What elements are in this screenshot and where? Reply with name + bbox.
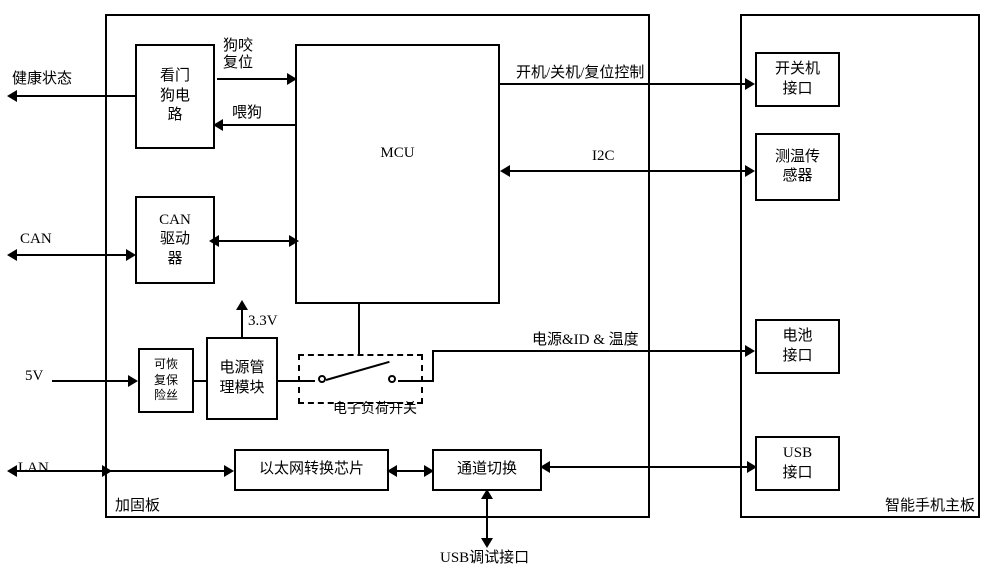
eload-up-line bbox=[432, 350, 434, 382]
can-ext-line bbox=[15, 254, 128, 256]
eth-chip-box: 以太网转换芯片 bbox=[234, 449, 389, 491]
battery-interface-label: 电池 接口 bbox=[782, 327, 812, 366]
5v-line bbox=[52, 380, 130, 382]
pm-eload-line bbox=[278, 380, 315, 382]
power-mgmt-label: 电源管 理模块 bbox=[219, 359, 264, 398]
feed-dog-label: 喂狗 bbox=[232, 101, 262, 122]
watchdog-box: 看门 狗电 路 bbox=[135, 44, 215, 149]
mcu-label: MCU bbox=[380, 144, 414, 164]
lan-ext-line bbox=[15, 470, 104, 472]
power-ctrl-label: 开机/关机/复位控制 bbox=[516, 61, 644, 82]
dogbite-line bbox=[217, 78, 289, 80]
battery-interface-box: 电池 接口 bbox=[755, 319, 840, 374]
can-driver-label: CAN 驱动 器 bbox=[159, 211, 191, 270]
eload-right-line bbox=[398, 380, 434, 382]
eload-switch-label: 电子负荷开关 bbox=[333, 398, 417, 418]
fuse-box: 可恢 复保 险丝 bbox=[138, 348, 194, 413]
power-mgmt-box: 电源管 理模块 bbox=[206, 337, 278, 420]
smartphone-board-label: 智能手机主板 bbox=[885, 494, 975, 515]
i2c-label: I2C bbox=[592, 148, 615, 165]
dog-bite-reset-label: 狗咬 复位 bbox=[223, 38, 253, 71]
eth-chan-line bbox=[395, 470, 426, 472]
fuse-pm-line bbox=[194, 380, 206, 382]
channel-switch-box: 通道切换 bbox=[432, 449, 542, 491]
3-3v-label: 3.3V bbox=[248, 313, 278, 330]
temp-sensor-box: 测温传 感器 bbox=[755, 133, 840, 201]
lan-label: LAN bbox=[18, 460, 49, 477]
feeddog-line bbox=[221, 124, 295, 126]
can-driver-box: CAN 驱动 器 bbox=[135, 196, 215, 284]
eload-mcu-line bbox=[358, 304, 360, 355]
5v-label: 5V bbox=[25, 368, 43, 385]
usb-debug-label: USB调试接口 bbox=[440, 546, 529, 567]
watchdog-label: 看门 狗电 路 bbox=[160, 67, 190, 126]
3v-line bbox=[241, 308, 243, 337]
hardening-board-label: 加固板 bbox=[115, 494, 160, 515]
i2c-line bbox=[508, 170, 747, 172]
can-label: CAN bbox=[20, 231, 52, 248]
usb-interface-box: USB 接口 bbox=[755, 436, 840, 491]
mcu-power-line bbox=[500, 83, 747, 85]
power-id-temp-label: 电源&ID & 温度 bbox=[532, 328, 639, 349]
eload-switch-box bbox=[298, 354, 423, 404]
mcu-box: MCU bbox=[295, 44, 500, 304]
lan-eth-line bbox=[106, 470, 226, 472]
eth-chip-label: 以太网转换芯片 bbox=[259, 460, 364, 480]
power-interface-box: 开关机 接口 bbox=[755, 52, 840, 107]
can-mcu-line bbox=[217, 240, 291, 242]
power-interface-label: 开关机 接口 bbox=[775, 60, 820, 99]
channel-switch-label: 通道切换 bbox=[457, 460, 517, 480]
chan-debug-line bbox=[486, 497, 488, 540]
health-line bbox=[15, 95, 135, 97]
health-status-label: 健康状态 bbox=[12, 67, 72, 88]
temp-sensor-label: 测温传 感器 bbox=[775, 148, 820, 187]
chan-usb-line bbox=[548, 466, 749, 468]
fuse-label: 可恢 复保 险丝 bbox=[154, 357, 178, 404]
power-id-line bbox=[432, 350, 747, 352]
usb-interface-label: USB 接口 bbox=[782, 444, 812, 483]
